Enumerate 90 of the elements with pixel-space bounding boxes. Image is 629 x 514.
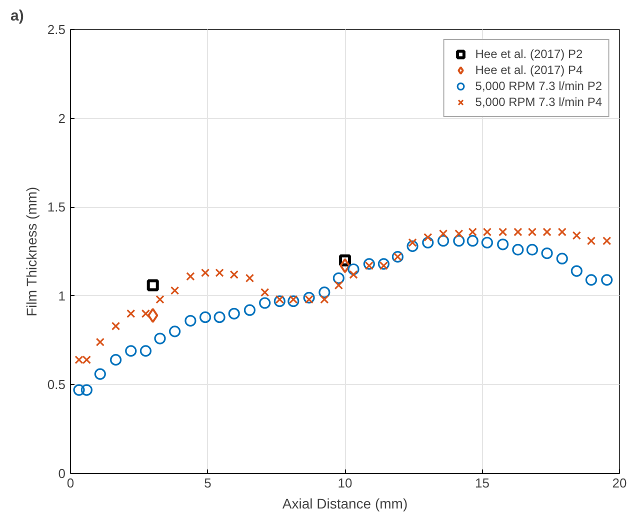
point <box>148 308 158 323</box>
legend-label: 5,000 RPM 7.3 l/min P4 <box>475 94 602 110</box>
point <box>512 244 524 256</box>
point <box>303 292 315 304</box>
y-axis-title: Film Thickness (mm) <box>23 186 40 316</box>
point <box>453 235 465 247</box>
point <box>363 258 375 270</box>
point <box>110 354 122 366</box>
point <box>406 240 418 252</box>
point <box>602 236 612 246</box>
point <box>73 384 85 396</box>
point <box>364 261 374 270</box>
point <box>230 270 238 279</box>
point <box>438 229 448 238</box>
point <box>585 274 598 286</box>
point <box>558 228 566 236</box>
point <box>481 236 493 248</box>
x-axis-title: Axial Distance (mm) <box>282 496 408 512</box>
point <box>570 265 582 277</box>
point <box>244 304 256 316</box>
point <box>408 238 417 247</box>
point <box>572 231 582 240</box>
x-tick-label: 15 <box>475 476 490 490</box>
point <box>304 295 314 304</box>
point <box>146 279 159 292</box>
y-tick-label: 1.5 <box>47 200 66 215</box>
point <box>556 252 568 264</box>
point <box>170 286 180 295</box>
point <box>228 308 240 320</box>
point <box>498 228 508 236</box>
x-tick-label: 5 <box>204 476 212 490</box>
point <box>126 309 136 318</box>
y-tick-label: 2.5 <box>47 22 66 37</box>
point <box>528 228 537 236</box>
point <box>80 384 92 396</box>
point <box>214 311 226 323</box>
y-tick-label: 1 <box>58 288 66 304</box>
point <box>482 228 492 236</box>
point <box>140 345 152 357</box>
point <box>184 314 196 327</box>
legend-label: 5,000 RPM 7.3 l/min P2 <box>475 78 602 94</box>
point <box>340 258 350 274</box>
point <box>320 295 329 304</box>
y-tick-label: 0 <box>58 466 66 481</box>
point <box>586 236 596 246</box>
point <box>437 235 450 247</box>
point <box>125 345 137 357</box>
point <box>541 247 553 260</box>
point <box>94 368 106 380</box>
point <box>186 272 195 281</box>
point <box>332 272 344 284</box>
point <box>466 235 478 247</box>
point <box>275 295 284 304</box>
legend-label: Hee et al. (2017) P4 <box>475 62 583 78</box>
point <box>215 268 224 278</box>
point <box>422 236 434 248</box>
point <box>154 332 166 344</box>
point <box>454 229 464 238</box>
point <box>542 228 552 236</box>
point <box>497 238 509 250</box>
point <box>378 258 390 270</box>
point <box>526 244 538 256</box>
point <box>289 295 298 304</box>
point <box>288 295 300 308</box>
chart-title: a) <box>10 8 24 24</box>
y-tick-label: 2 <box>58 110 66 126</box>
point <box>468 228 477 236</box>
point <box>96 338 104 346</box>
y-tick-label: 0.5 <box>47 377 66 392</box>
point <box>274 295 286 308</box>
point <box>169 326 181 338</box>
point <box>514 228 522 236</box>
point <box>156 295 164 304</box>
point <box>111 322 120 330</box>
point <box>245 274 254 282</box>
point <box>259 297 271 309</box>
point <box>200 268 210 278</box>
point <box>348 263 360 276</box>
point <box>349 270 358 279</box>
point <box>424 232 432 242</box>
point <box>334 280 344 290</box>
point <box>601 274 613 286</box>
point <box>199 311 212 323</box>
point <box>260 288 270 297</box>
point <box>379 261 388 270</box>
x-tick-label: 10 <box>338 476 352 490</box>
point <box>141 309 150 318</box>
point <box>318 286 330 298</box>
x-tick-label: 20 <box>612 476 627 490</box>
legend-label: Hee et al. (2017) P2 <box>475 46 583 62</box>
